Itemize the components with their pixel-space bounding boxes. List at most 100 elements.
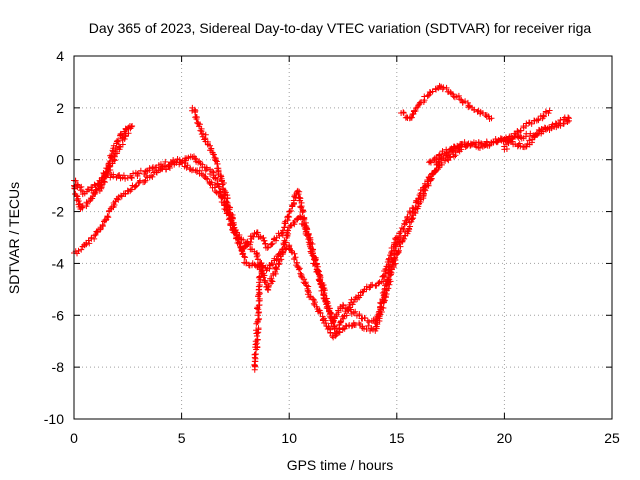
data-point <box>282 220 289 227</box>
data-point <box>120 172 127 179</box>
data-point <box>285 213 292 220</box>
data-point <box>400 110 407 117</box>
data-point <box>448 147 455 154</box>
data-point <box>223 206 230 213</box>
data-point <box>373 323 380 330</box>
data-point <box>241 253 248 260</box>
data-point <box>203 175 210 182</box>
data-point <box>483 141 490 148</box>
data-point <box>170 157 177 164</box>
data-point <box>99 223 106 230</box>
data-point <box>278 230 285 237</box>
data-point <box>315 268 322 275</box>
data-point <box>416 99 423 106</box>
data-point <box>86 240 93 247</box>
data-point <box>531 133 538 140</box>
data-point <box>509 135 516 142</box>
data-point <box>209 151 216 158</box>
data-point <box>78 204 85 211</box>
data-point <box>215 183 222 190</box>
data-point <box>291 221 298 228</box>
data-point <box>391 247 398 254</box>
y-tick-label: -2 <box>52 204 65 220</box>
data-point <box>477 108 484 115</box>
x-tick-label: 20 <box>497 430 513 446</box>
data-point <box>220 186 227 193</box>
data-point <box>565 114 572 121</box>
data-point <box>333 329 340 336</box>
data-point <box>404 214 411 221</box>
data-point <box>479 143 486 150</box>
data-point <box>350 299 357 306</box>
data-point <box>273 237 280 244</box>
data-point <box>255 297 262 304</box>
data-point <box>184 162 191 169</box>
data-point <box>279 246 286 253</box>
data-point <box>408 114 415 121</box>
data-point <box>105 214 112 221</box>
y-axis-label: SDTVAR / TECUs <box>6 182 22 294</box>
x-tick-label: 25 <box>604 430 620 446</box>
data-point <box>299 209 306 216</box>
data-point <box>227 204 234 211</box>
data-point <box>133 182 140 189</box>
data-point <box>397 234 404 241</box>
data-point <box>286 208 293 215</box>
y-tick-label: -8 <box>52 359 65 375</box>
data-point <box>486 115 493 122</box>
data-point <box>121 135 128 142</box>
data-point <box>84 200 91 207</box>
data-point <box>438 159 445 166</box>
data-point <box>505 140 512 147</box>
data-point <box>128 174 135 181</box>
data-point <box>400 109 407 116</box>
data-point <box>91 232 98 239</box>
data-point <box>424 93 431 100</box>
data-point <box>83 241 90 248</box>
data-point <box>369 281 376 288</box>
data-point <box>446 154 453 161</box>
data-layer <box>71 82 572 373</box>
data-point <box>79 191 86 198</box>
data-point <box>152 164 159 171</box>
data-point <box>306 294 313 301</box>
data-point <box>269 278 276 285</box>
data-point <box>278 246 285 253</box>
data-point <box>78 246 85 253</box>
data-point <box>456 144 463 151</box>
data-point <box>523 143 530 150</box>
data-point <box>293 216 300 223</box>
data-point <box>309 250 316 257</box>
data-point <box>112 150 119 157</box>
data-point <box>348 310 355 317</box>
data-point <box>166 161 173 168</box>
data-point <box>229 214 236 221</box>
data-point <box>443 149 450 156</box>
data-point <box>273 264 280 271</box>
data-point <box>517 133 524 140</box>
x-tick-label: 5 <box>178 430 186 446</box>
data-point <box>521 144 528 151</box>
y-tick-label: 0 <box>56 152 64 168</box>
data-point <box>290 199 297 206</box>
data-point <box>510 141 517 148</box>
series-track-7 <box>398 82 495 122</box>
data-point <box>176 159 183 166</box>
data-point <box>254 256 261 263</box>
data-point <box>127 125 134 132</box>
data-point <box>101 175 108 182</box>
data-point <box>295 266 302 273</box>
data-point <box>202 131 209 138</box>
data-point <box>249 233 256 240</box>
data-point <box>560 120 567 127</box>
series-track-8 <box>426 114 572 166</box>
data-point <box>195 120 202 127</box>
data-point <box>445 157 452 164</box>
data-point <box>256 281 263 288</box>
data-point <box>363 326 370 333</box>
data-point <box>365 322 372 329</box>
data-point <box>128 186 135 193</box>
y-tick-label: -10 <box>44 411 64 427</box>
data-point <box>209 168 216 175</box>
data-point <box>497 136 504 143</box>
